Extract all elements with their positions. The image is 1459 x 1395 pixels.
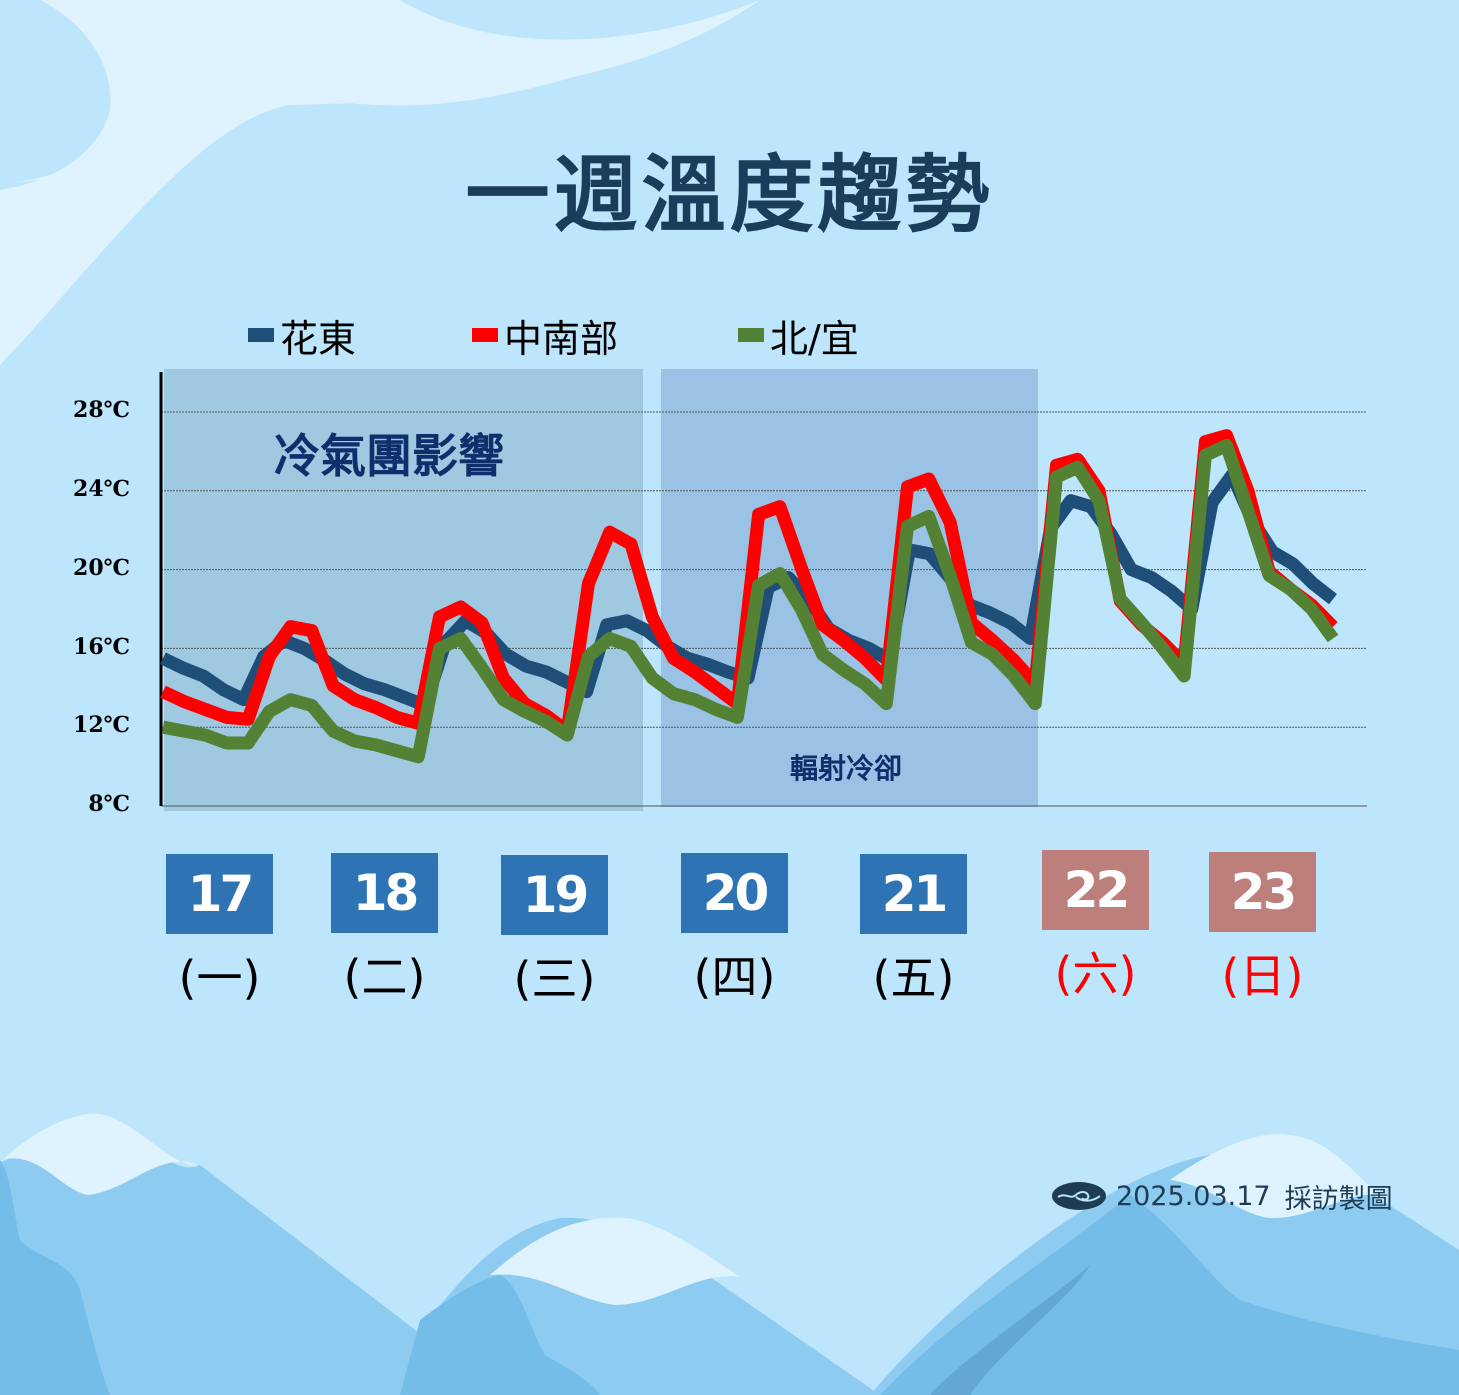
shaded-region-radiative-cooling bbox=[661, 369, 1038, 807]
weekday-label: (日) bbox=[1221, 949, 1304, 1003]
series-lines bbox=[160, 429, 1339, 764]
legend-item-central-south: 中南部 bbox=[472, 312, 618, 361]
y-tick-label: 16℃ bbox=[73, 634, 130, 660]
date-box: 23 bbox=[1209, 852, 1316, 932]
cwa-logo-icon bbox=[1052, 1182, 1106, 1210]
weekday-label: (二) bbox=[343, 950, 426, 1004]
legend-item-north-yilan: 北/宜 bbox=[738, 312, 859, 361]
day-label: 23 (日) bbox=[1209, 852, 1316, 1006]
footer-credit: 2025.03.17 採訪製圖 bbox=[1052, 1178, 1393, 1215]
annotation-cold-air: 冷氣團影響 bbox=[274, 429, 504, 483]
date-box: 18 bbox=[331, 853, 438, 933]
weekday-label: (三) bbox=[513, 952, 596, 1006]
legend-item-huadong: 花東 bbox=[248, 312, 356, 361]
day-label: 22 (六) bbox=[1042, 850, 1149, 1004]
day-label: 21 (五) bbox=[860, 854, 967, 1008]
legend-label: 中南部 bbox=[504, 316, 619, 361]
legend-swatch-green bbox=[738, 328, 764, 342]
date-box: 20 bbox=[681, 853, 788, 933]
day-label: 18 (二) bbox=[331, 853, 438, 1007]
legend-swatch-red bbox=[472, 328, 498, 342]
y-tick-label: 24℃ bbox=[73, 476, 130, 502]
footer-credit-text: 採訪製圖 bbox=[1284, 1183, 1393, 1215]
legend-label: 花東 bbox=[280, 316, 357, 361]
annotation-radiative-cooling: 輻射冷卻 bbox=[790, 752, 903, 785]
date-box: 17 bbox=[166, 854, 273, 934]
weekday-label: (五) bbox=[872, 951, 955, 1005]
day-label: 20 (四) bbox=[681, 853, 788, 1007]
legend-label: 北/宜 bbox=[770, 316, 859, 361]
page-title: 一週溫度趨勢 bbox=[465, 146, 994, 244]
date-box: 22 bbox=[1042, 850, 1149, 930]
legend-swatch-blue bbox=[248, 328, 274, 342]
weekday-label: (六) bbox=[1054, 947, 1137, 1001]
y-tick-label: 20℃ bbox=[73, 555, 130, 581]
day-label: 19 (三) bbox=[501, 855, 608, 1009]
y-tick-label: 12℃ bbox=[73, 712, 130, 738]
y-tick-label: 28℃ bbox=[73, 397, 130, 423]
date-box: 19 bbox=[501, 855, 608, 935]
gridlines bbox=[161, 411, 1367, 807]
footer-date: 2025.03.17 bbox=[1116, 1180, 1271, 1212]
date-box: 21 bbox=[860, 854, 967, 934]
y-tick-label: 8℃ bbox=[88, 791, 130, 817]
weekday-label: (一) bbox=[178, 951, 261, 1005]
weekday-label: (四) bbox=[693, 950, 776, 1004]
day-label: 17 (一) bbox=[166, 854, 273, 1008]
series-line bbox=[161, 439, 1339, 764]
